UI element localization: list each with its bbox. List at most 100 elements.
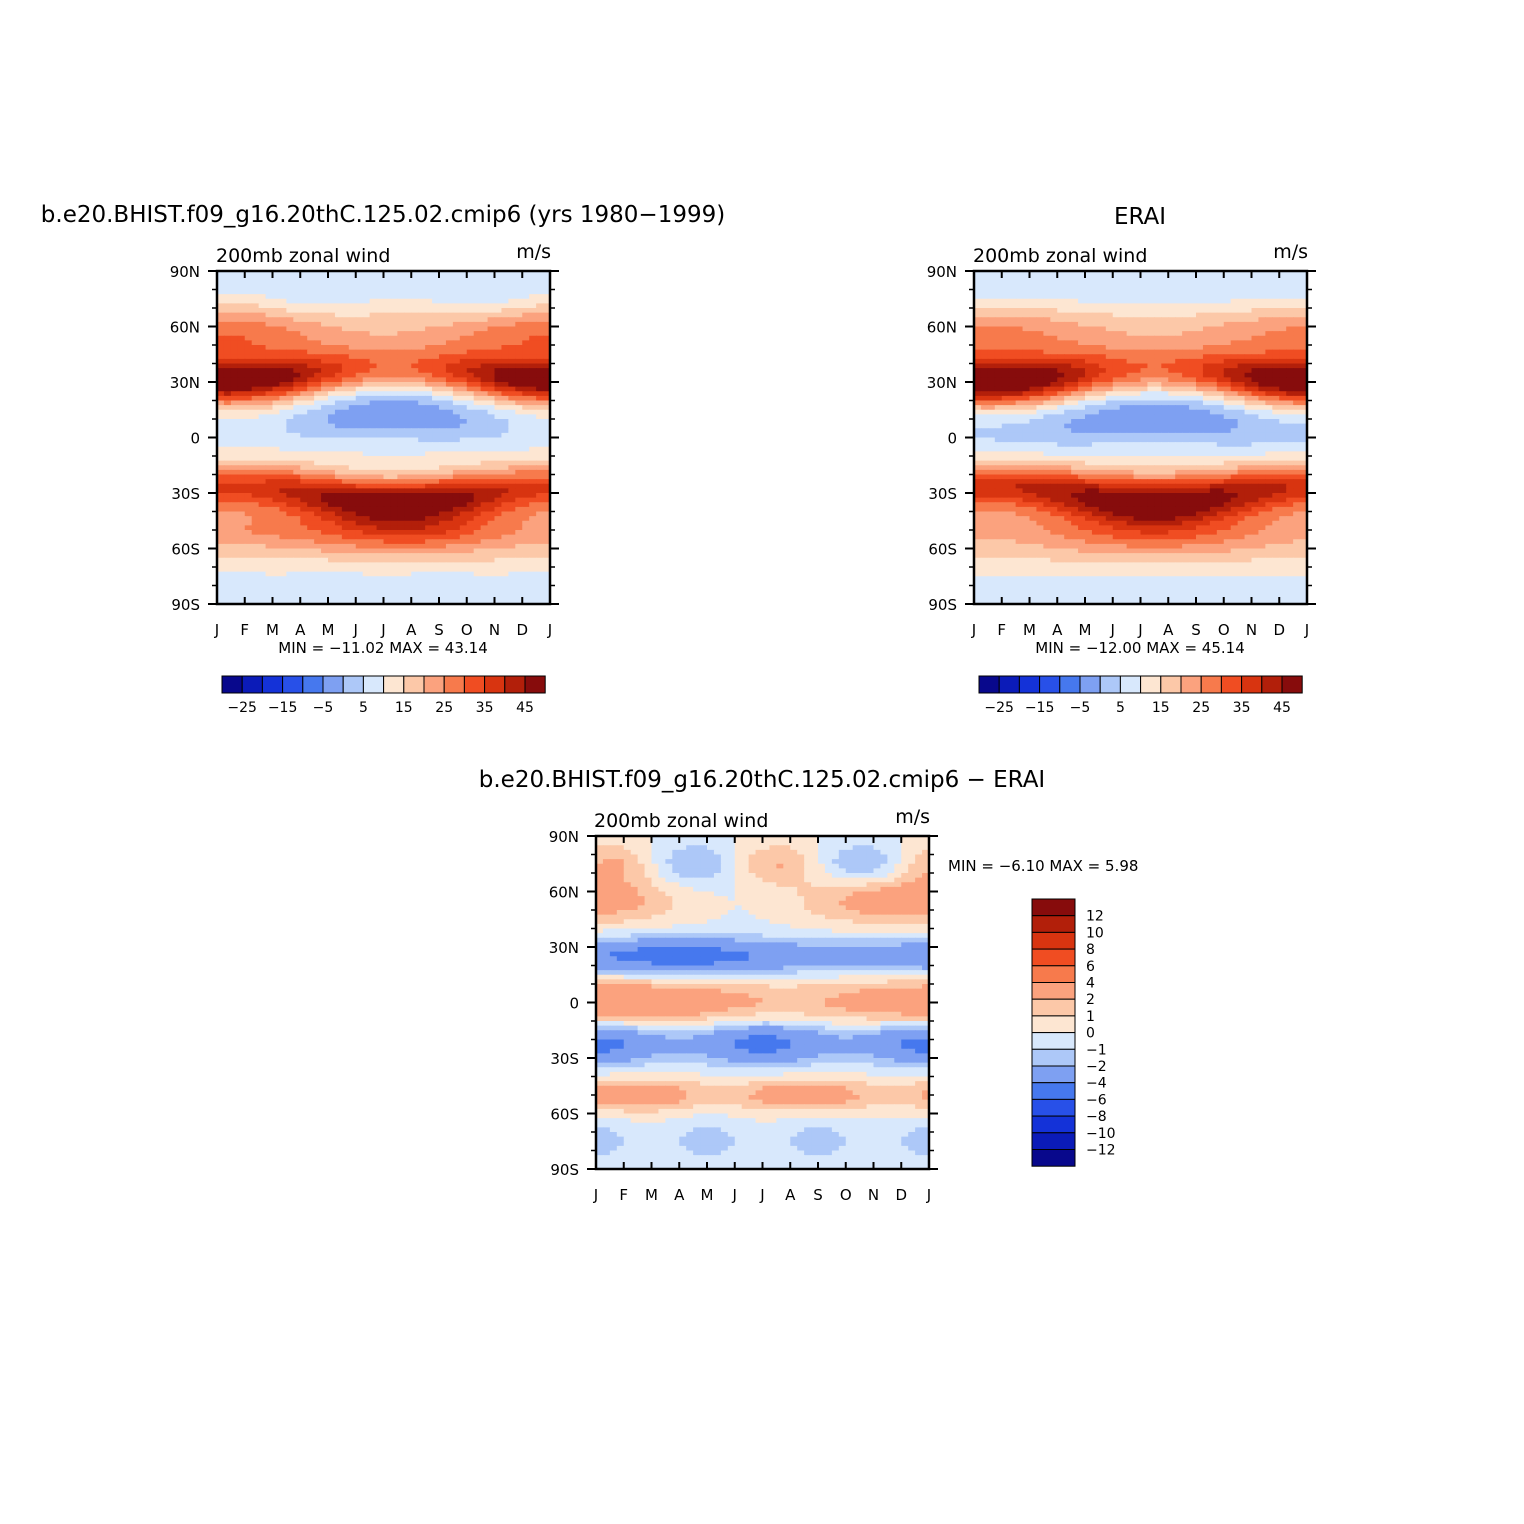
contour-cell [522,460,530,466]
contour-cell [362,368,371,374]
contour-cell [258,271,267,277]
contour-cell [362,456,371,462]
contour-cell [1091,358,1100,365]
contour-cell [487,308,496,314]
contour-cell [452,432,461,439]
contour-cell [425,446,433,452]
contour-cell [1244,395,1253,402]
contour-cell [543,432,551,439]
contour-cell [487,432,496,439]
contour-cell [1154,298,1162,304]
contour-cell [362,585,371,591]
contour-cell [445,345,454,351]
contour-cell [244,506,253,513]
contour-cell [348,363,357,369]
contour-cell [1008,303,1017,309]
contour-cell [494,465,503,471]
contour-cell [390,479,398,485]
contour-cell [1293,312,1301,318]
contour-cell [217,557,225,563]
contour-cell [459,405,468,411]
contour-cell [1050,284,1058,291]
contour-cell [286,340,294,346]
contour-cell [258,419,267,425]
contour-cell [376,525,385,531]
contour-cell [307,363,315,369]
contour-cell [1112,294,1121,300]
contour-cell [1057,289,1065,295]
contour-cell [328,585,336,591]
contour-cell [1258,284,1266,291]
contour-cell [334,548,343,554]
contour-cell [480,289,489,295]
contour-cell [265,539,274,545]
contour-cell [1057,358,1065,365]
contour-cell [501,594,509,600]
contour-cell [494,284,503,291]
contour-cell [383,594,392,600]
contour-cell [1133,395,1142,402]
contour-cell [418,520,426,526]
contour-cell [223,335,232,341]
contour-cell [974,382,982,388]
contour-cell [432,488,440,494]
contour-cell [223,594,232,600]
contour-cell [1008,308,1017,314]
contour-cell [494,460,503,466]
contour-cell [355,414,364,420]
contour-cell [1091,335,1100,341]
contour-cell [1140,400,1149,406]
contour-cell [1272,400,1280,406]
contour-cell [1300,391,1308,397]
contour-cell [1085,368,1093,374]
contour-cell [452,284,461,291]
contour-cell [508,349,516,355]
contour-cell [328,557,336,563]
contour-cell [1078,340,1086,346]
contour-cell [1182,275,1190,281]
contour-cell [1057,331,1065,337]
contour-cell [466,539,475,545]
contour-cell [1154,354,1162,360]
contour-cell [439,580,447,587]
contour-cell [1182,368,1190,374]
contour-cell [536,289,544,295]
contour-cell [1272,335,1280,341]
contour-cell [348,456,357,462]
contour-cell [265,303,274,309]
contour-cell [1258,363,1266,369]
contour-cell [1091,405,1100,411]
contour-cell [994,289,1003,295]
contour-cell [223,562,232,568]
contour-cell [432,308,440,314]
contour-cell [362,553,371,559]
contour-cell [543,423,551,429]
contour-cell [1133,382,1142,388]
contour-cell [383,543,392,550]
contour-cell [1258,317,1266,323]
contour-cell [994,363,1003,369]
contour-cell [217,539,225,545]
y-tick-label: 30S [171,485,200,503]
contour-cell [445,414,454,420]
contour-cell [300,442,308,448]
contour-cell [508,377,516,383]
contour-cell [522,423,530,429]
contour-cell [1015,317,1024,323]
contour-cell [980,386,989,392]
contour-cell [501,557,509,563]
contour-cell [348,553,357,559]
contour-cell [362,548,371,554]
contour-cell [1098,331,1107,337]
contour-cell [445,428,454,434]
contour-cell [300,511,308,517]
contour-cell [1279,354,1287,360]
contour-cell [459,419,468,425]
contour-cell [1001,289,1010,295]
contour-cell [328,580,336,587]
contour-cell [536,317,544,323]
contour-cell [244,358,253,365]
contour-cell [230,368,239,374]
contour-cell [265,405,274,411]
contour-cell [404,465,412,471]
